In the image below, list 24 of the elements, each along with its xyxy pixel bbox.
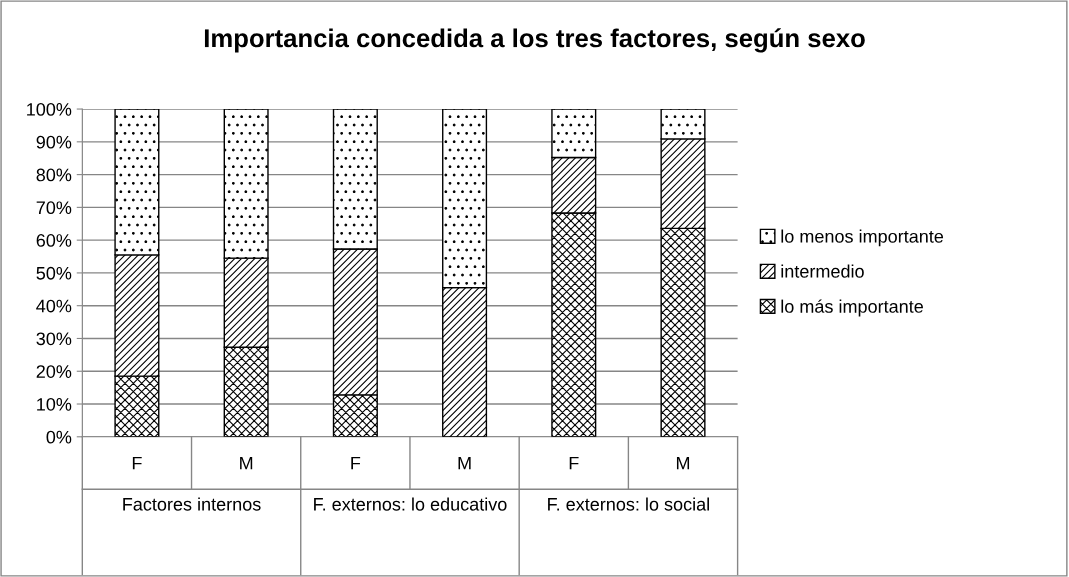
y-tick-label: 20% — [36, 365, 72, 378]
x-tick-label: M — [676, 456, 690, 470]
chart-title: Importancia concedida a los tres factores, según sexo — [204, 28, 865, 53]
x-tick-label: F — [569, 456, 579, 470]
y-tick-label: 0% — [46, 430, 72, 444]
y-tick-label: 70% — [36, 201, 72, 215]
y-tick-label: 90% — [36, 135, 72, 149]
x-tick-label: M — [240, 456, 253, 470]
text: Factores internos — [123, 497, 261, 511]
legend-label: lo más importante — [781, 299, 923, 317]
legend-label: intermedio — [781, 264, 864, 278]
x-tick-label: F — [351, 456, 361, 470]
x-tick-label: F — [132, 456, 142, 470]
y-tick-label: 40% — [36, 299, 72, 313]
y-tick-label: 50% — [36, 266, 72, 280]
y-tick-label: 10% — [37, 397, 72, 411]
legend-label: lo menos importante — [781, 229, 944, 247]
y-tick-label: 100% — [27, 102, 72, 116]
y-tick-label: 60% — [36, 234, 72, 247]
x-tick-label: M — [458, 456, 471, 470]
text: F. externos: lo social — [548, 497, 709, 511]
text: F. externos: lo educativo — [314, 497, 507, 511]
y-tick-label: 80% — [36, 168, 72, 182]
y-tick-label: 30% — [36, 332, 72, 346]
